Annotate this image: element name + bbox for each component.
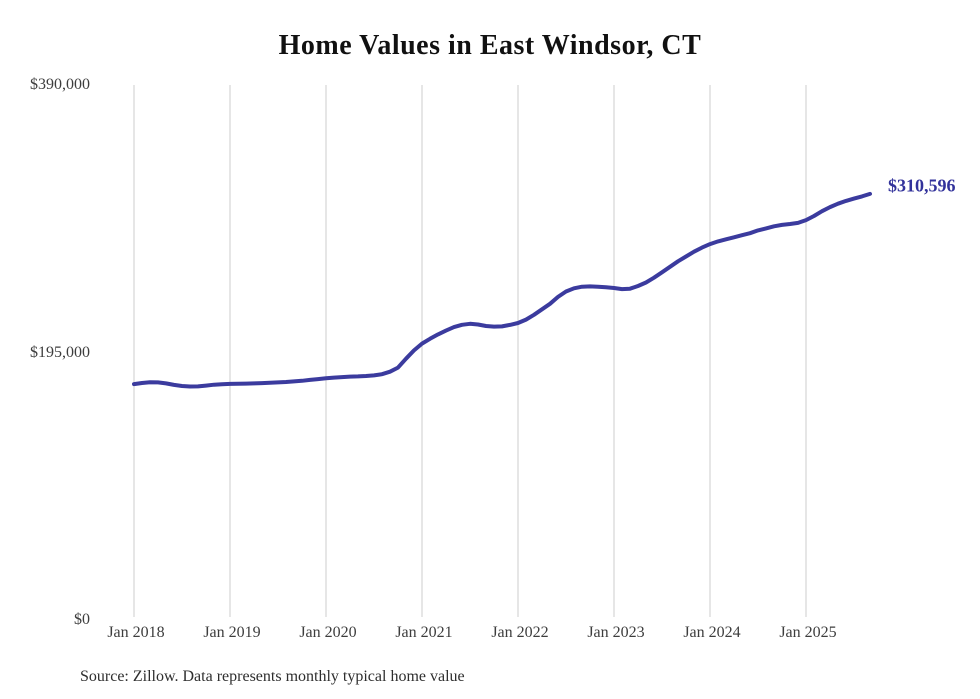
chart-title: Home Values in East Windsor, CT bbox=[278, 30, 702, 61]
vertical-gridlines bbox=[133, 85, 807, 617]
x-tick-jan-2024: Jan 2024 bbox=[683, 624, 741, 641]
y-tick-195000: $195,000 bbox=[30, 343, 90, 361]
y-tick-0: $0 bbox=[74, 611, 90, 628]
home-value-line bbox=[132, 191, 872, 389]
x-tick-jan-2019: Jan 2019 bbox=[203, 624, 261, 641]
x-tick-jan-2021: Jan 2021 bbox=[395, 624, 453, 641]
x-tick-jan-2025: Jan 2025 bbox=[779, 624, 837, 641]
y-tick-390000: $390,000 bbox=[30, 76, 90, 93]
x-tick-jan-2022: Jan 2022 bbox=[491, 624, 549, 641]
x-tick-jan-2018: Jan 2018 bbox=[107, 624, 165, 641]
x-tick-jan-2020: Jan 2020 bbox=[299, 624, 357, 641]
source-note: Source: Zillow. Data represents monthly … bbox=[80, 668, 465, 685]
latest-value-label: $310,596 bbox=[888, 175, 956, 196]
x-tick-jan-2023: Jan 2023 bbox=[587, 624, 645, 641]
